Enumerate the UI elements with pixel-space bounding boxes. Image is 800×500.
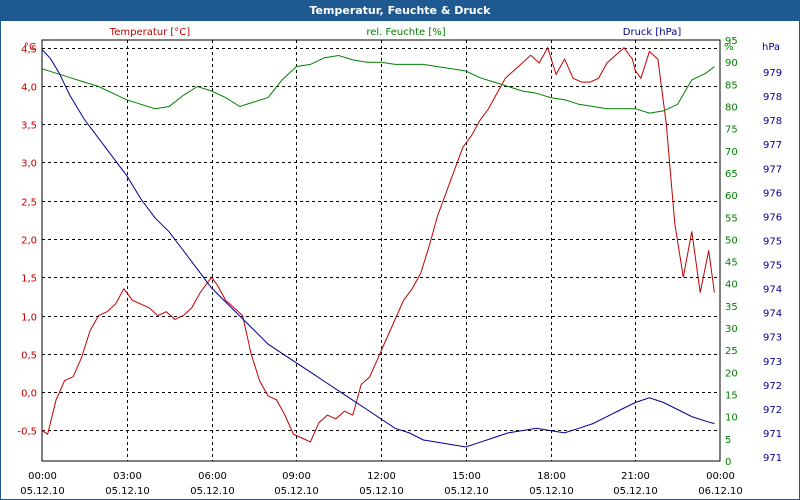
pressure-tick-label: 975 — [763, 236, 782, 247]
pressure-tick-label: 974 — [763, 285, 782, 296]
x-tick-time: 06:00 — [198, 471, 227, 482]
pressure-unit-label: hPa — [762, 42, 780, 53]
grid — [41, 39, 721, 462]
pressure-tick-label: 972 — [763, 381, 782, 392]
temp-unit-label: °C — [24, 42, 36, 53]
humidity-tick-label: 15 — [725, 391, 738, 402]
temp-tick-label: 4,0 — [21, 83, 37, 94]
humidity-tick-label: 45 — [725, 258, 738, 269]
temp-tick-label: 3,5 — [21, 121, 37, 132]
temp-tick-label: 4,5 — [21, 45, 37, 56]
x-tick-time: 12:00 — [367, 471, 396, 482]
humidity-tick-label: 55 — [725, 213, 738, 224]
pressure-tick-label: 972 — [763, 405, 782, 416]
pressure-tick-label: 977 — [763, 140, 782, 151]
pressure-tick-label: 975 — [763, 261, 782, 272]
x-tick-date: 06.12.10 — [698, 486, 743, 497]
pressure-tick-label: 971 — [763, 429, 782, 440]
axes: °C Temperatur [°C] rel. Feuchte [%] Druc… — [17, 27, 782, 497]
x-tick-date: 05.12.10 — [274, 486, 319, 497]
temp-tick-label: 1,0 — [21, 313, 37, 324]
humidity-tick-label: 80 — [725, 102, 738, 113]
pressure-tick-label: 973 — [763, 357, 782, 368]
pressure-tick-label: 971 — [763, 453, 782, 464]
humidity-tick-label: 95 — [725, 36, 738, 47]
temperature-series-line — [41, 46, 715, 443]
humidity-tick-label: 40 — [725, 280, 738, 291]
x-tick-time: 15:00 — [452, 471, 481, 482]
humidity-tick-label: 90 — [725, 58, 738, 69]
humidity-unit-label: % — [724, 42, 734, 53]
humidity-tick-label: 20 — [725, 368, 738, 379]
pressure-tick-label: 976 — [763, 212, 782, 223]
temp-tick-label: 3,0 — [21, 159, 37, 170]
pressure-tick-label: 973 — [763, 333, 782, 344]
humidity-tick-label: 25 — [725, 346, 738, 357]
pressure-tick-label: 977 — [763, 164, 782, 175]
chart-title: Temperatur, Feuchte & Druck — [1, 1, 799, 21]
humidity-tick-label: 50 — [725, 235, 738, 246]
humidity-tick-label: 35 — [725, 302, 738, 313]
pressure-tick-label: 976 — [763, 188, 782, 199]
pressure-tick-label: 974 — [763, 309, 782, 320]
pressure-series-line — [41, 49, 715, 448]
x-tick-date: 05.12.10 — [444, 486, 489, 497]
pressure-tick-label: 978 — [763, 116, 782, 127]
humidity-tick-label: 70 — [725, 147, 738, 158]
temp-tick-label: 2,0 — [21, 236, 37, 247]
series-group — [41, 46, 715, 448]
humidity-tick-label: 5 — [725, 435, 731, 446]
x-tick-time: 00:00 — [28, 471, 57, 482]
x-tick-time: 00:00 — [706, 471, 735, 482]
temp-tick-label: 1,5 — [21, 274, 37, 285]
x-tick-date: 05.12.10 — [20, 486, 65, 497]
x-tick-date: 05.12.10 — [359, 486, 404, 497]
humidity-tick-label: 0 — [725, 457, 731, 468]
humidity-tick-label: 10 — [725, 413, 738, 424]
temp-tick-label: 0,5 — [21, 351, 37, 362]
pressure-tick-label: 979 — [763, 68, 782, 79]
temp-tick-label: -0,5 — [17, 427, 37, 438]
x-tick-date: 05.12.10 — [613, 486, 658, 497]
x-tick-date: 05.12.10 — [190, 486, 235, 497]
humidity-tick-label: 85 — [725, 80, 738, 91]
temp-tick-label: 2,5 — [21, 198, 37, 209]
pressure-axis-label: Druck [hPa] — [623, 27, 682, 38]
humidity-tick-label: 75 — [725, 125, 738, 136]
x-tick-time: 21:00 — [621, 471, 650, 482]
x-tick-date: 05.12.10 — [105, 486, 150, 497]
humidity-axis-label: rel. Feuchte [%] — [366, 27, 445, 38]
humidity-tick-label: 65 — [725, 169, 738, 180]
pressure-tick-label: 978 — [763, 92, 782, 103]
humidity-series-line — [41, 54, 715, 114]
x-tick-time: 09:00 — [282, 471, 311, 482]
temp-axis-label: Temperatur [°C] — [109, 27, 190, 38]
humidity-tick-label: 60 — [725, 191, 738, 202]
humidity-tick-label: 30 — [725, 324, 738, 335]
temp-tick-label: 0,0 — [21, 389, 37, 400]
x-tick-date: 05.12.10 — [529, 486, 574, 497]
x-tick-time: 03:00 — [113, 471, 142, 482]
x-tick-time: 18:00 — [537, 471, 566, 482]
